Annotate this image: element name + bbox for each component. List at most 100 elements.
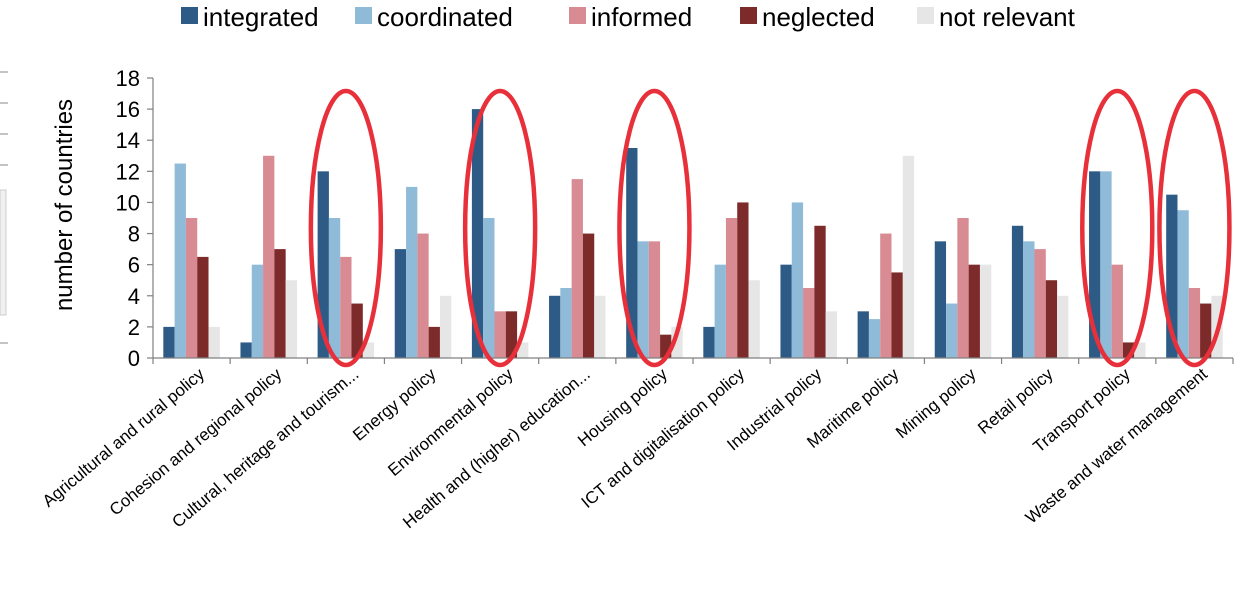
bar-neglected (428, 326, 440, 358)
bar-not-relevant (285, 280, 297, 358)
bars (163, 109, 1223, 358)
bar-not-relevant (1057, 295, 1069, 358)
bar-neglected (660, 334, 672, 358)
bar-integrated (549, 295, 561, 358)
bar-not-relevant (979, 264, 992, 358)
bar-neglected (891, 272, 903, 358)
x-tick-label: Retail policy (974, 364, 1057, 438)
highlight-ellipse (617, 88, 692, 368)
highlight-ellipse (1157, 88, 1232, 368)
bar-not-relevant (517, 342, 529, 358)
bar-informed (494, 311, 506, 358)
bar-coordinated (1023, 241, 1035, 358)
bar-not-relevant (208, 326, 220, 358)
bar-coordinated (1177, 210, 1189, 358)
legend-label: not relevant (939, 2, 1076, 32)
bar-neglected (351, 303, 363, 358)
highlight-ellipses (308, 88, 1232, 368)
cropped-left-chart-edge (0, 71, 8, 344)
y-tick-label: 0 (128, 346, 140, 371)
bar-coordinated (1100, 171, 1112, 358)
highlight-ellipse (1080, 88, 1155, 368)
bar-coordinated (406, 186, 418, 358)
bar-informed (340, 256, 352, 358)
bar-integrated (317, 171, 329, 358)
bar-neglected (737, 202, 749, 358)
bar-not-relevant (594, 295, 606, 358)
bar-not-relevant (748, 280, 760, 358)
bar-coordinated (714, 264, 726, 358)
bar-neglected (197, 256, 209, 358)
bar-neglected (505, 311, 518, 358)
bar-neglected (1045, 280, 1058, 358)
bar-coordinated (560, 288, 572, 358)
bar-integrated (780, 264, 792, 358)
bar-not-relevant (362, 342, 375, 358)
bar-integrated (1166, 194, 1178, 358)
bar-informed (1111, 264, 1123, 358)
legend-label: coordinated (377, 2, 513, 32)
bar-informed (1034, 249, 1046, 358)
legend-label: neglected (762, 2, 875, 32)
bar-informed (263, 155, 275, 358)
legend-item: coordinated (355, 2, 513, 32)
bar-integrated (471, 109, 484, 358)
y-axis: 0 2 4 6 8 10 12 14 16 18 (116, 66, 154, 371)
legend-item: not relevant (917, 2, 1076, 32)
legend-swatch (355, 7, 372, 24)
bar-integrated (626, 148, 638, 358)
bar-informed (725, 218, 738, 358)
y-tick-label: 18 (116, 66, 140, 91)
bar-informed (880, 233, 892, 358)
legend: integrated coordinated informed neglected no… (181, 2, 1076, 32)
y-tick-label: 16 (116, 97, 140, 122)
bar-informed (571, 179, 583, 358)
bar-informed (648, 241, 661, 358)
x-tick-label: Mining policy (892, 364, 980, 442)
bar-neglected (968, 264, 980, 358)
bar-informed (417, 233, 429, 358)
bar-neglected (274, 249, 286, 358)
y-tick-label: 8 (128, 222, 140, 247)
bar-neglected (1200, 303, 1212, 358)
bar-not-relevant (902, 155, 915, 358)
bar-neglected (582, 233, 595, 358)
legend-swatch (740, 7, 757, 24)
legend-label: integrated (203, 2, 319, 32)
bar-neglected (1122, 342, 1135, 358)
x-tick-label: Environmental policy (384, 364, 517, 480)
bar-not-relevant (825, 311, 837, 358)
bar-informed (1188, 288, 1201, 358)
bar-integrated (1011, 225, 1024, 358)
y-tick-label: 4 (128, 284, 140, 309)
legend-item: informed (569, 2, 692, 32)
y-tick-label: 2 (128, 315, 140, 340)
bar-integrated (857, 311, 869, 358)
bar-informed (185, 218, 198, 358)
legend-swatch (569, 7, 586, 24)
bar-integrated (934, 241, 947, 358)
y-tick-label: 12 (116, 159, 140, 184)
bar-integrated (703, 326, 715, 358)
bar-coordinated (868, 319, 881, 358)
y-tick-label: 6 (128, 253, 140, 278)
bar-coordinated (483, 218, 495, 358)
bar-integrated (394, 249, 407, 358)
bar-not-relevant (1134, 342, 1146, 358)
bar-coordinated (637, 241, 649, 358)
highlight-ellipse (308, 88, 384, 368)
y-tick-label: 10 (116, 190, 140, 215)
bar-not-relevant (671, 326, 683, 358)
legend-label: informed (591, 2, 692, 32)
y-axis-label: number of countries (51, 99, 78, 311)
bar-coordinated (946, 303, 958, 358)
highlight-ellipse (462, 88, 538, 368)
bar-integrated (163, 326, 175, 358)
bar-informed (957, 218, 969, 358)
bar-coordinated (251, 264, 264, 358)
x-tick-label: ICT and digitalisation policy (578, 364, 749, 512)
bar-coordinated (791, 202, 804, 358)
bar-coordinated (328, 218, 341, 358)
